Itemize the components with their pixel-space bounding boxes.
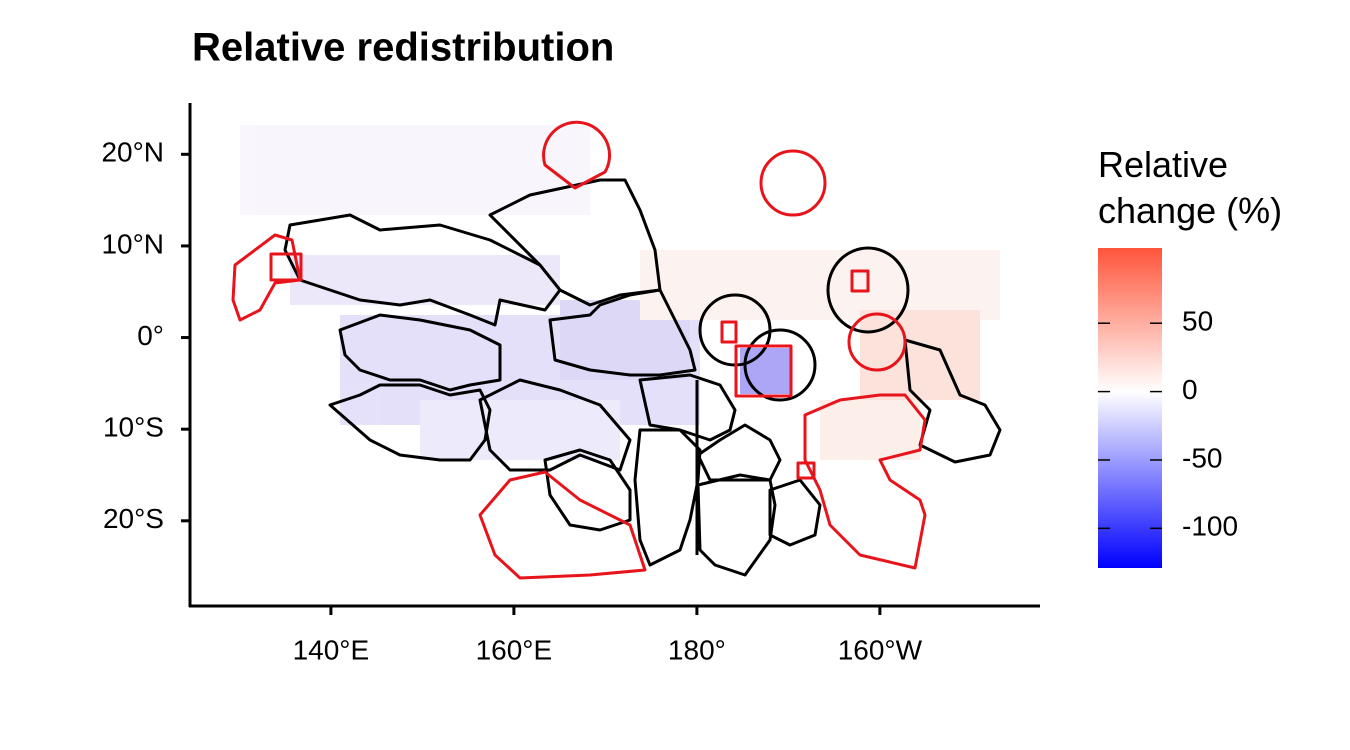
y-tick-label: 20°S xyxy=(103,503,164,534)
y-tick-label: 0° xyxy=(137,320,164,351)
eez xyxy=(548,288,697,377)
y-tick-label: 10°S xyxy=(103,412,164,443)
colorbar-tick-label: -100 xyxy=(1182,511,1238,542)
shade xyxy=(640,250,1000,320)
eez xyxy=(696,423,782,482)
shade xyxy=(860,310,980,400)
y-tick-label: 10°N xyxy=(101,228,164,259)
eez xyxy=(633,428,702,567)
legend-title: Relative change (%) xyxy=(1098,144,1283,231)
colorbar xyxy=(1098,248,1162,568)
shade xyxy=(420,400,620,460)
y-tick-label: 20°N xyxy=(101,137,164,168)
eez-outlines xyxy=(283,178,1002,577)
eez xyxy=(826,246,910,334)
mpa xyxy=(478,470,647,580)
mpa xyxy=(720,320,738,344)
colorbar-tick-label: 50 xyxy=(1182,306,1213,337)
mpa xyxy=(759,149,827,217)
shade xyxy=(820,400,920,460)
eez xyxy=(328,383,492,462)
mpa xyxy=(847,312,907,372)
x-tick-label: 160°W xyxy=(838,634,923,665)
eez xyxy=(543,448,632,532)
mpa xyxy=(269,252,303,282)
eez xyxy=(768,478,822,547)
colorbar-tick-label: 0 xyxy=(1182,374,1198,405)
chart-title: Relative redistribution xyxy=(192,26,614,70)
eez xyxy=(638,373,737,442)
shade xyxy=(740,348,790,394)
mpa xyxy=(803,393,927,570)
x-tick-label: 160°E xyxy=(476,634,553,665)
x-tick-label: 140°E xyxy=(293,634,370,665)
eez xyxy=(338,313,502,392)
mpa xyxy=(850,269,870,293)
eez xyxy=(696,473,777,577)
shade xyxy=(240,125,590,215)
colorbar-tick-label: -50 xyxy=(1182,442,1222,473)
x-tick-label: 180° xyxy=(668,634,726,665)
mpa-outlines xyxy=(231,120,927,580)
shading xyxy=(240,125,1000,460)
eez xyxy=(478,378,632,472)
mpa xyxy=(231,233,302,322)
shade xyxy=(290,255,560,305)
eez xyxy=(283,213,562,327)
eez xyxy=(903,338,1002,464)
mpa xyxy=(734,344,793,398)
eez xyxy=(743,328,817,402)
mpa xyxy=(542,120,612,190)
